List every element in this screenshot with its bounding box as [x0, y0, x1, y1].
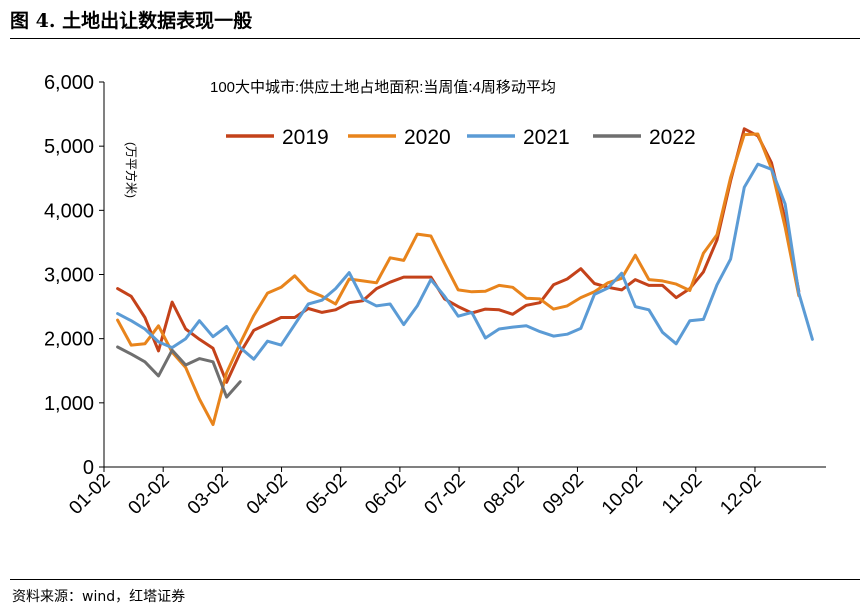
title-rule — [10, 38, 860, 39]
legend-label-2020: 2020 — [404, 126, 451, 149]
y-tick-label: 1,000 — [44, 393, 94, 415]
legend-label-2019: 2019 — [282, 126, 329, 149]
x-tick-label: 11-02 — [658, 470, 706, 518]
legend-label-2022: 2022 — [649, 126, 696, 149]
unit-label: (万平方米) — [124, 142, 139, 198]
figure-title: 图 4. 土地出让数据表现一般 — [10, 10, 253, 32]
source-rule — [10, 579, 860, 580]
x-tick-label: 04-02 — [243, 470, 292, 519]
x-tick-label: 02-02 — [124, 470, 173, 519]
chart-title: 100大中城市:供应土地占地面积:当周值:4周移动平均 — [210, 78, 556, 96]
legend-label-2021: 2021 — [523, 126, 570, 149]
chart-series — [116, 127, 814, 427]
series-line-2021 — [116, 162, 814, 361]
y-tick-label: 3,000 — [44, 265, 94, 287]
y-tick-label: 0 — [83, 457, 94, 479]
y-tick-label: 5,000 — [44, 136, 94, 158]
x-tick-label: 12-02 — [716, 470, 765, 519]
y-tick-label: 2,000 — [44, 329, 94, 351]
y-tick-label: 4,000 — [44, 200, 94, 222]
series-line-2022 — [116, 345, 242, 399]
chart-legend: 2019 2020 2021 2022 — [226, 126, 696, 149]
x-tick-label: 09-02 — [539, 470, 588, 519]
x-tick-label: 03-02 — [184, 470, 233, 519]
series-line-2020 — [116, 132, 801, 427]
x-tick-label: 08-02 — [480, 470, 529, 519]
x-tick-label: 07-02 — [420, 470, 469, 519]
source-note: 资料来源：wind，红塔证券 — [12, 589, 186, 605]
x-tick-label: 10-02 — [598, 470, 647, 519]
x-tick-label: 05-02 — [302, 470, 351, 519]
x-tick-label: 06-02 — [361, 470, 410, 519]
y-tick-label: 6,000 — [44, 72, 94, 94]
series-line-2019 — [116, 127, 801, 384]
